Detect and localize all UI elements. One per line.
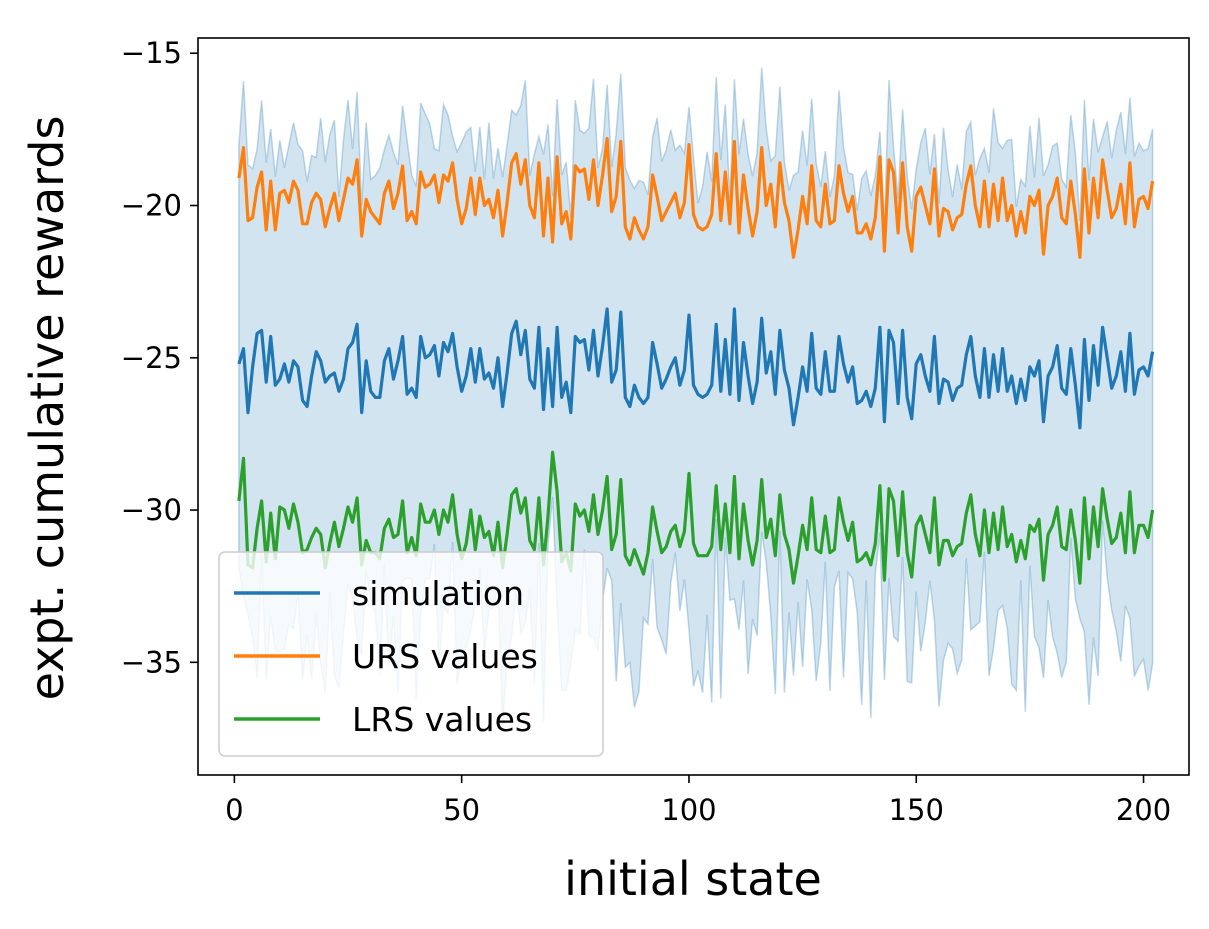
x-axis-label: initial state <box>564 852 822 906</box>
plot-frame <box>197 37 1190 776</box>
y-tick-label: −15 <box>121 36 182 70</box>
series-line-urs <box>237 136 1155 259</box>
y-tick-label: −25 <box>121 341 182 375</box>
x-tick-label: 150 <box>889 793 944 827</box>
axes-ticks: 0 50 100 150 200 −15 −20 −25 −30 −35 <box>121 36 1171 827</box>
x-tick-label: 200 <box>1116 793 1171 827</box>
legend-frame <box>218 551 604 757</box>
x-tick-label: 0 <box>225 793 243 827</box>
x-tick-label: 100 <box>661 793 716 827</box>
y-tick-label: −35 <box>121 645 182 679</box>
series-line-lrs <box>237 450 1155 585</box>
legend-label-urs: URS values <box>352 637 538 676</box>
y-tick-label: −30 <box>121 493 182 527</box>
legend-label-simulation: simulation <box>352 574 524 613</box>
y-tick-label: −20 <box>121 189 182 223</box>
legend-label-lrs: LRS values <box>352 700 532 739</box>
y-axis-label: expt. cumulative rewards <box>20 116 74 701</box>
series-line-simulation <box>237 307 1155 430</box>
legend: simulation URS values LRS values <box>218 551 604 757</box>
x-tick-label: 50 <box>443 793 480 827</box>
